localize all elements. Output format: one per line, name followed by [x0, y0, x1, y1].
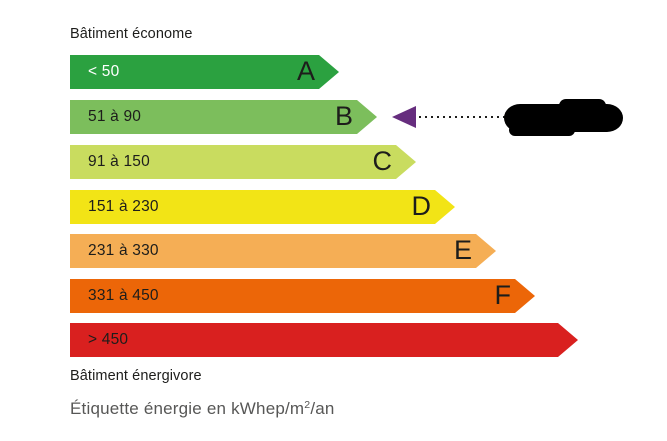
energy-band-shape	[70, 100, 377, 134]
energy-band-shape	[70, 234, 496, 268]
energy-band-shape	[70, 190, 455, 224]
energy-band-d[interactable]: 151 à 230 D	[70, 190, 455, 224]
energy-band-shape	[70, 55, 339, 89]
energy-band-range-label: 231 à 330	[88, 242, 159, 259]
energy-band-letter: F	[494, 280, 512, 310]
energy-band-letter: C	[372, 146, 393, 176]
caption-energy-unit-prefix: Étiquette énergie en kWhep/m	[70, 399, 305, 418]
energy-band-range-label: < 50	[88, 63, 120, 80]
energy-band-g[interactable]: > 450	[70, 323, 578, 357]
energy-band-c[interactable]: 91 à 150 C	[70, 145, 416, 179]
energy-band-f[interactable]: 331 à 450 F	[70, 279, 535, 313]
energy-band-range-label: > 450	[88, 331, 129, 348]
energy-band-shape	[70, 145, 416, 179]
energy-band-letter: E	[453, 235, 472, 265]
energy-band-range-label: 151 à 230	[88, 198, 159, 215]
energy-band-e[interactable]: 231 à 330 E	[70, 234, 496, 268]
energy-band-range-label: 91 à 150	[88, 153, 150, 170]
energy-band-letter: A	[296, 56, 315, 86]
caption-efficient-building: Bâtiment économe	[70, 26, 193, 42]
caption-energy-unit-exponent: 2	[304, 399, 311, 412]
energy-band-a[interactable]: < 50 A	[70, 55, 339, 89]
energy-band-letter: B	[334, 101, 353, 131]
energy-band-letter: D	[411, 191, 432, 221]
energy-band-range-label: 331 à 450	[88, 287, 159, 304]
energy-band-b[interactable]: 51 à 90 B	[70, 100, 377, 134]
caption-energy-unit-suffix: /an	[310, 399, 335, 418]
energy-band-range-label: 51 à 90	[88, 108, 142, 125]
caption-energy-unit: Étiquette énergie en kWhep/m2/an	[70, 399, 335, 419]
energy-band-shape	[70, 323, 578, 357]
caption-energy-hungry-building: Bâtiment énergivore	[70, 368, 202, 384]
energy-band-shape	[70, 279, 535, 313]
